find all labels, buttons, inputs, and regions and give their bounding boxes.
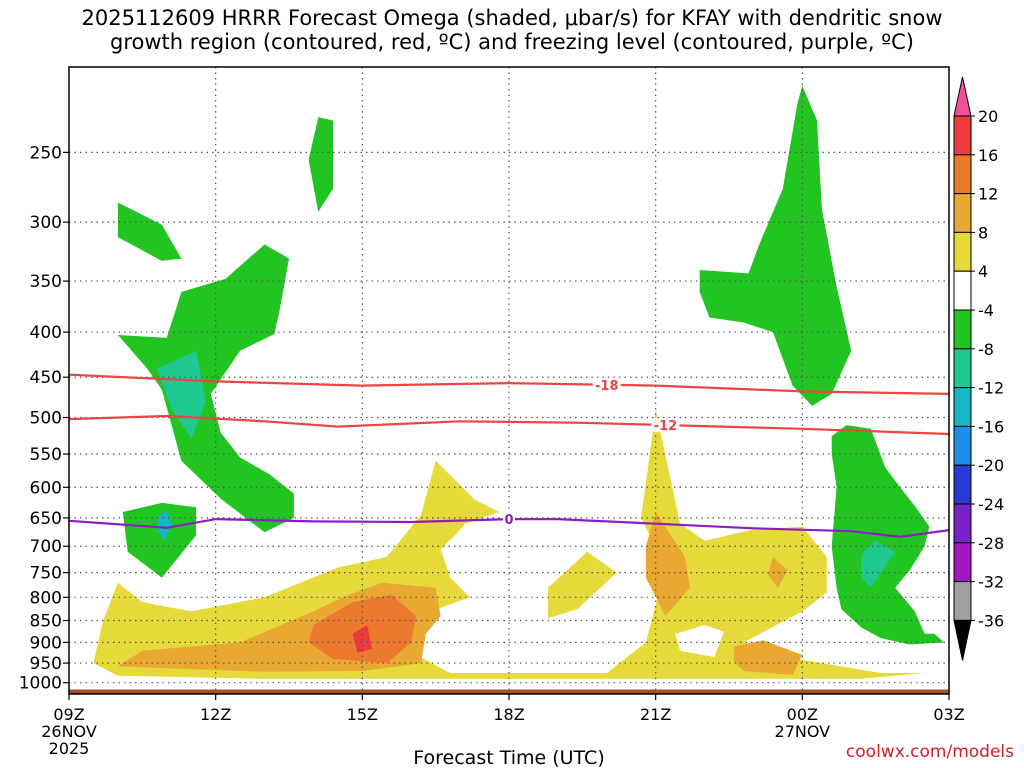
title-line-1: 2025112609 HRRR Forecast Omega (shaded, … (81, 6, 943, 30)
colorbar-label--36: -36 (978, 611, 1004, 630)
y-tick-label-250: 250 (30, 143, 62, 163)
colorbar-label-8: 8 (978, 223, 988, 242)
colorbar-label--16: -16 (978, 417, 1004, 436)
y-tick-label-700: 700 (30, 537, 62, 557)
omega-region-8 (675, 625, 725, 657)
colorbar-label-20: 20 (978, 107, 998, 126)
y-tick-label-400: 400 (30, 323, 62, 343)
y-tick-label-750: 750 (30, 564, 62, 584)
isotherm--12 (68, 414, 950, 436)
plot-area (69, 85, 949, 694)
title-line-2: growth region (contoured, red, ºC) and f… (110, 30, 914, 54)
colorbar-bottom-arrow (953, 619, 972, 661)
colorbar: 20 16 12 8 4 -4 -8 -12 -16 -20 -24 -28 -32 -36 (953, 76, 1004, 661)
isotherm-label-0: 0 (504, 513, 513, 528)
y-tick-label-350: 350 (30, 272, 62, 292)
omega-region-0 (93, 409, 925, 679)
y-tick-label-800: 800 (30, 588, 62, 608)
y-tick-label-450: 450 (30, 368, 62, 388)
omega-region-5 (768, 557, 788, 588)
colorbar-segment-1 (953, 115, 972, 156)
colorbar-segment-5 (953, 270, 972, 311)
colorbar-label-16: 16 (978, 146, 998, 165)
y-tick-label-300: 300 (30, 213, 62, 233)
x-date-label-26NOV: 26NOV (41, 722, 97, 741)
colorbar-segment-7 (953, 348, 972, 389)
y-tick-label-850: 850 (30, 612, 62, 632)
x-date-label-27NOV: 27NOV (775, 722, 831, 741)
chart-title: 2025112609 HRRR Forecast Omega (shaded, … (0, 6, 1024, 54)
colorbar-segment-11 (953, 503, 972, 544)
x-tick-label-00Z: 00Z (787, 705, 818, 724)
colorbar-segment-9 (953, 425, 972, 466)
x-tick-label-09Z: 09Z (53, 705, 84, 724)
colorbar-label--8: -8 (978, 340, 994, 359)
y-tick-label-1000: 1000 (19, 674, 62, 694)
colorbar-segment-13 (953, 581, 972, 621)
credit-text: coolwx.com/models (845, 742, 1014, 762)
isotherm-label-bg--12 (651, 418, 680, 433)
omega-region-4 (733, 640, 803, 675)
colorbar-top-arrow (953, 76, 972, 117)
colorbar-segment-6 (953, 309, 972, 350)
colorbar-segment-10 (953, 464, 972, 505)
omega-region-3 (645, 512, 690, 616)
x-tick-label-15Z: 15Z (347, 705, 378, 724)
omega-region-10 (117, 244, 294, 533)
y-tick-label-950: 950 (30, 654, 62, 674)
colorbar-label--28: -28 (978, 534, 1004, 553)
colorbar-label--12: -12 (978, 379, 1004, 398)
omega-region-13 (699, 85, 852, 406)
x-year-label: 2025 (49, 739, 90, 758)
colorbar-label-4: 4 (978, 262, 988, 281)
omega-region-1 (548, 551, 617, 619)
colorbar-label--4: -4 (978, 301, 994, 320)
x-tick-label-03Z: 03Z (933, 705, 964, 724)
colorbar-segment-12 (953, 542, 972, 583)
colorbar-segment-4 (953, 231, 972, 272)
y-tick-label-550: 550 (30, 445, 62, 465)
colorbar-label--32: -32 (978, 573, 1004, 592)
x-tick-label-12Z: 12Z (200, 705, 231, 724)
isotherm-label-bg-0 (503, 512, 515, 527)
colorbar-segment-2 (953, 154, 972, 195)
isotherm-label--18: -18 (595, 379, 619, 394)
isotherm-label-bg--18 (592, 377, 621, 392)
x-tick-label-21Z: 21Z (640, 705, 671, 724)
y-tick-label-650: 650 (30, 509, 62, 529)
omega-region-16 (861, 540, 896, 588)
y-tick-label-600: 600 (30, 478, 62, 498)
omega-region-11 (308, 117, 333, 212)
colorbar-segment-8 (953, 387, 972, 427)
y-tick-label-900: 900 (30, 633, 62, 653)
y-axis: 2503003504004505005506006507007508008509… (19, 143, 69, 694)
colorbar-label--20: -20 (978, 456, 1004, 475)
omega-region-9 (117, 202, 182, 261)
y-tick-label-500: 500 (30, 409, 62, 429)
isotherm-contours: -18 -12 0 (68, 373, 950, 538)
colorbar-label--24: -24 (978, 495, 1004, 514)
colorbar-segment-3 (953, 193, 972, 233)
omega-region-7 (352, 625, 373, 653)
x-tick-label-18Z: 18Z (493, 705, 524, 724)
omega-region-12 (122, 502, 197, 578)
isotherm--18 (68, 373, 950, 395)
isotherm-0 (68, 517, 950, 538)
colorbar-label-12: 12 (978, 185, 998, 204)
isotherm-label--12: -12 (654, 419, 678, 434)
x-axis-label: Forecast Time (UTC) (413, 747, 604, 768)
terrain-strip (69, 689, 949, 694)
